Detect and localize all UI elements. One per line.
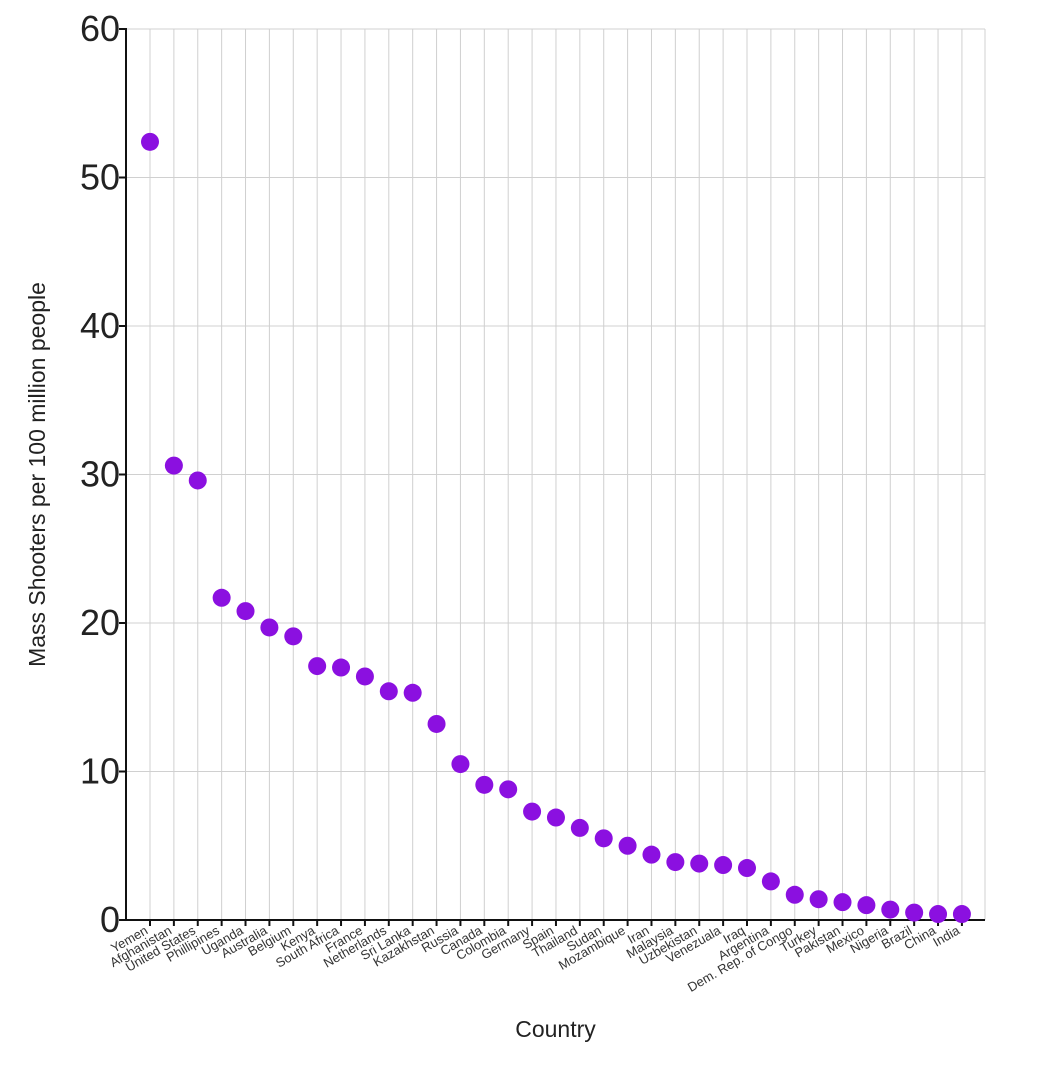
data-point [308, 657, 327, 676]
data-point [929, 905, 948, 924]
data-point [355, 667, 374, 686]
data-point [164, 456, 183, 475]
data-point [212, 588, 231, 607]
data-point [570, 818, 589, 837]
y-tick-label: 20 [80, 602, 120, 643]
data-point [260, 618, 279, 637]
data-point [809, 890, 828, 909]
data-point [499, 780, 518, 799]
data-point [451, 755, 470, 774]
data-point [714, 856, 733, 875]
data-point [666, 853, 685, 872]
data-point [905, 903, 924, 922]
y-tick-label: 30 [80, 454, 120, 495]
data-point [188, 471, 207, 490]
data-point [690, 854, 709, 873]
data-point [881, 900, 900, 919]
axes [119, 28, 985, 926]
data-point [952, 905, 971, 924]
data-point [642, 845, 661, 864]
data-points [141, 132, 971, 924]
data-point [738, 859, 756, 878]
data-point [403, 683, 422, 702]
data-point [523, 802, 542, 821]
y-tick-label: 40 [80, 305, 120, 346]
data-point [475, 775, 494, 794]
grid [126, 28, 986, 921]
data-point [857, 896, 876, 915]
data-point [284, 627, 303, 646]
data-point [785, 885, 804, 904]
data-point [761, 872, 780, 891]
data-point [379, 682, 398, 701]
y-tick-label: 0 [100, 899, 120, 940]
y-tick-label: 60 [80, 8, 120, 49]
x-axis-title: Country [515, 1016, 596, 1042]
data-point [594, 829, 613, 848]
x-tick-label: India [930, 922, 963, 949]
data-point [546, 808, 565, 827]
data-point [833, 893, 852, 912]
y-tick-label: 50 [80, 157, 120, 198]
y-axis-title: Mass Shooters per 100 million people [24, 282, 50, 667]
y-tick-label: 10 [80, 751, 120, 792]
data-point [618, 836, 637, 855]
data-point [427, 714, 446, 733]
data-point [332, 658, 351, 677]
data-point [236, 602, 255, 621]
data-point [141, 132, 159, 151]
